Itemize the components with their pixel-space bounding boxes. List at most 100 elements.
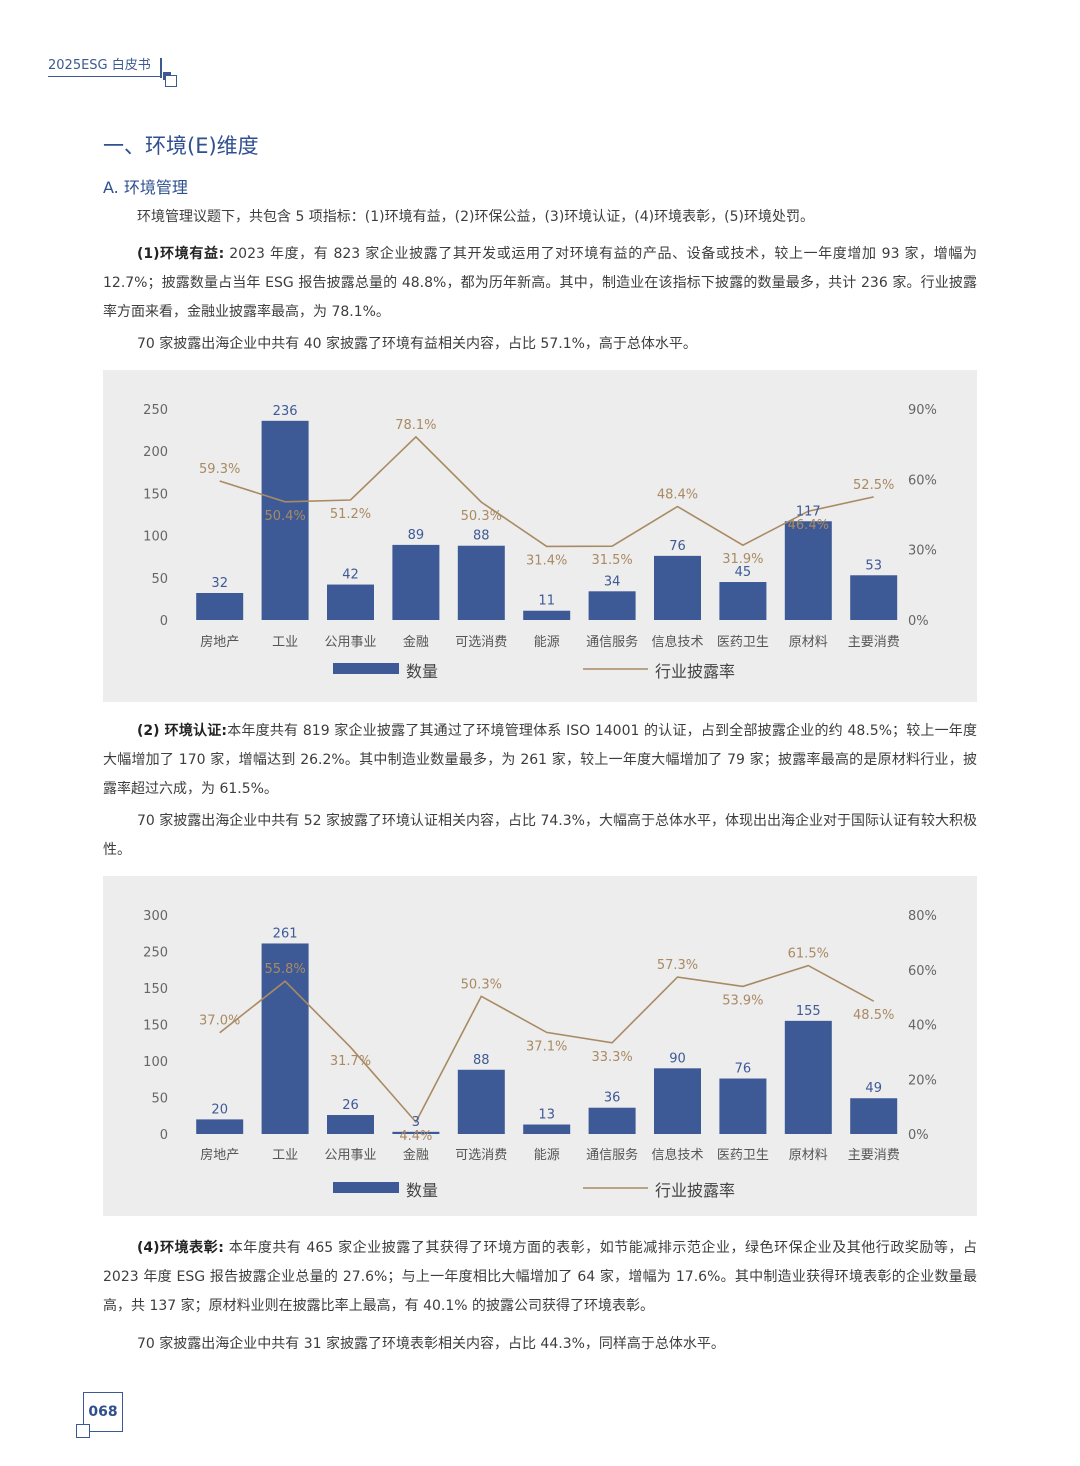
y-right-tick-label: 90% — [908, 403, 937, 418]
y-left-tick-label: 250 — [143, 946, 168, 961]
y-right-tick-label: 60% — [908, 473, 937, 488]
bar-value-label: 90 — [669, 1051, 686, 1066]
chart-svg-1: 0 50 100 150 200 250 0% 30% 60% 90% 32 236 42 89 88 11 3… — [143, 403, 937, 681]
page-header: 2025ESG 白皮书 — [48, 54, 177, 87]
category-label: 能源 — [534, 635, 560, 650]
y-left-tick-label: 0 — [160, 1128, 168, 1143]
paragraph-label: (4)环境表彰: — [137, 1240, 224, 1256]
category-label: 工业 — [272, 635, 298, 650]
bar — [654, 1068, 701, 1134]
bar-value-label: 34 — [604, 574, 621, 589]
bar-value-label: 36 — [604, 1091, 621, 1106]
bar — [719, 582, 767, 620]
category-label: 可选消费 — [455, 635, 507, 650]
rate-value-label: 59.3% — [199, 462, 240, 477]
bar-value-label: 3 — [412, 1115, 420, 1130]
category-label: 医药卫生 — [717, 1148, 769, 1163]
header-bar — [160, 58, 162, 78]
category-label: 金融 — [403, 634, 429, 650]
y-left-tick-label: 300 — [143, 909, 168, 924]
category-label: 信息技术 — [651, 634, 703, 650]
rate-value-label: 57.3% — [657, 958, 698, 973]
y-left-tick-label: 150 — [143, 1019, 168, 1034]
category-label: 房地产 — [200, 1147, 239, 1163]
category-label: 通信服务 — [586, 634, 638, 650]
bar-value-label: 11 — [538, 594, 555, 609]
bar — [719, 1078, 767, 1134]
chart-environment-benefit: 0 50 100 150 200 250 0% 30% 60% 90% 32 236 42 89 88 11 3… — [103, 370, 977, 702]
rate-value-label: 37.0% — [199, 1014, 240, 1029]
category-label: 能源 — [534, 1148, 560, 1163]
chart-svg-2: 0 50 100 150 150 250 300 0% 20% 40% 60% 80% 20 261 26 3… — [143, 909, 937, 1200]
bar-value-label: 32 — [211, 576, 228, 591]
page-number-square-icon — [76, 1424, 90, 1438]
paragraph-overseas-benefit: 70 家披露出海企业中共有 40 家披露了环境有益相关内容，占比 57.1%，高… — [137, 336, 697, 352]
rate-value-label: 31.9% — [722, 552, 763, 567]
section-title: 一、环境(E)维度 — [103, 134, 259, 158]
rate-line — [219, 435, 874, 548]
bar — [261, 943, 309, 1134]
rate-value-label: 50.3% — [461, 509, 502, 524]
y-left-tick-label: 150 — [143, 487, 168, 502]
y-left-tick-label: 50 — [151, 572, 168, 587]
bar — [588, 1107, 636, 1134]
rate-value-label: 33.3% — [591, 1050, 632, 1065]
rate-value-label: 48.5% — [853, 1008, 894, 1023]
rate-value-label: 48.4% — [657, 488, 698, 503]
bar — [457, 1069, 505, 1134]
legend-label-rate: 行业披露率 — [655, 662, 735, 681]
category-label: 信息技术 — [651, 1147, 703, 1163]
y-right-tick-label: 60% — [908, 964, 937, 979]
y-left-tick-label: 200 — [143, 445, 168, 460]
legend-label-rate: 行业披露率 — [655, 1181, 735, 1200]
rate-value-label: 50.4% — [264, 509, 305, 524]
paragraph-label: (2) 环境认证: — [137, 723, 228, 739]
bar-value-label: 76 — [735, 1062, 752, 1077]
chart-environment-certification: 0 50 100 150 150 250 300 0% 20% 40% 60% 80% 20 261 26 3… — [103, 876, 977, 1216]
y-right-tick-label: 30% — [908, 544, 937, 559]
y-right-tick-label: 40% — [908, 1019, 937, 1034]
rate-value-label: 61.5% — [788, 947, 829, 962]
legend-label-count: 数量 — [406, 662, 438, 681]
bar — [196, 592, 244, 620]
category-label: 公用事业 — [324, 635, 376, 650]
paragraph-body: 2023 年度，有 823 家企业披露了其开发或运用了对环境有益的产品、设备或技… — [103, 246, 977, 320]
y-left-tick-label: 100 — [143, 530, 168, 545]
category-label: 房地产 — [200, 634, 239, 650]
y-left-tick-label: 150 — [143, 982, 168, 997]
rate-value-label: 53.9% — [722, 993, 763, 1008]
legend-bar-swatch — [333, 1182, 399, 1193]
category-label: 公用事业 — [324, 1148, 376, 1163]
category-label: 工业 — [272, 1148, 298, 1163]
bar-value-label: 20 — [211, 1102, 228, 1117]
bar — [523, 1124, 571, 1134]
subsection-title: A. 环境管理 — [103, 178, 188, 197]
bar — [850, 1098, 898, 1134]
rate-value-label: 50.3% — [461, 977, 502, 992]
bar-value-label: 76 — [669, 539, 686, 554]
legend-bar-swatch — [333, 663, 399, 674]
bar — [784, 521, 832, 620]
y-right-tick-label: 0% — [908, 1128, 929, 1143]
y-left-tick-label: 250 — [143, 403, 168, 418]
paragraph-label: (1)环境有益: — [137, 246, 225, 262]
bar — [784, 1020, 832, 1134]
bar-value-label: 53 — [865, 558, 882, 573]
bar — [588, 591, 636, 620]
bar-value-label: 13 — [538, 1108, 555, 1123]
bar — [850, 575, 898, 620]
rate-value-label: 51.2% — [330, 507, 371, 522]
category-label: 原材料 — [789, 1148, 828, 1163]
bar-value-label: 26 — [342, 1098, 359, 1113]
bar-value-label: 88 — [473, 529, 490, 544]
bar-value-label: 42 — [342, 568, 359, 583]
rate-value-label: 55.8% — [264, 962, 305, 977]
paragraph-body: 本年度共有 465 家企业披露了其获得了环境方面的表彰，如节能减排示范企业，绿色… — [103, 1240, 977, 1314]
category-label: 主要消费 — [848, 635, 900, 650]
bar — [196, 1119, 244, 1134]
category-label: 金融 — [403, 1147, 429, 1163]
rate-line — [219, 964, 875, 1124]
bar-value-label: 49 — [865, 1081, 882, 1096]
bar — [523, 610, 571, 620]
bar — [261, 420, 309, 620]
